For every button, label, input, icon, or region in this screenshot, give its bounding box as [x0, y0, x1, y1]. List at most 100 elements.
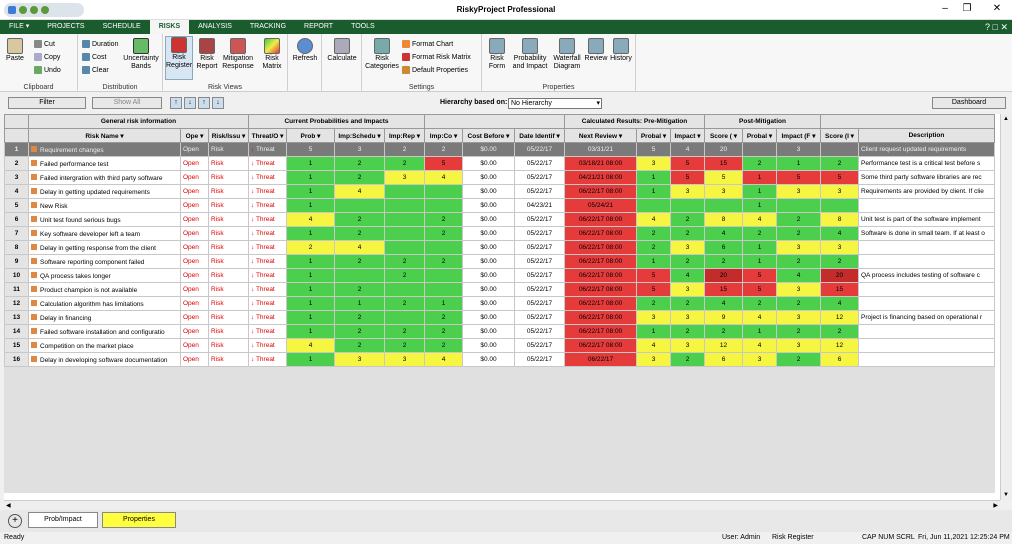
pp-cell[interactable]: 2 [636, 240, 671, 255]
qi-cell[interactable]: 3 [776, 310, 821, 325]
pi-cell[interactable]: 4 [670, 268, 705, 283]
qp-cell[interactable]: 1 [742, 170, 777, 185]
tab-tracking[interactable]: TRACKING [249, 23, 287, 30]
table-row[interactable]: 7 Key software developer left a team Open R… [4, 226, 995, 241]
type-cell[interactable]: Risk [208, 156, 249, 171]
qp-cell[interactable] [742, 142, 777, 157]
co-cell[interactable]: 2 [424, 254, 463, 269]
type-cell[interactable]: Risk [208, 352, 249, 367]
cost-cell[interactable]: $0.00 [462, 212, 515, 227]
sort-multi-desc-icon[interactable]: ↓ [212, 97, 224, 109]
s-cell[interactable]: 1 [334, 296, 385, 311]
mitigation-response-button[interactable]: Mitigation Response [220, 38, 256, 71]
p-cell[interactable]: 1 [286, 198, 335, 213]
threat-cell[interactable]: ↓ Threat [248, 156, 287, 171]
type-cell[interactable]: Risk [208, 212, 249, 227]
date-identified-cell[interactable]: 05/22/17 [514, 254, 565, 269]
risk-name-cell[interactable]: Failed software installation and configu… [28, 324, 181, 339]
p-cell[interactable]: 1 [286, 156, 335, 171]
add-sheet-icon[interactable]: + [8, 514, 22, 528]
risk-form-button[interactable]: Risk Form [484, 38, 510, 71]
description-cell[interactable]: Project is financing based on operationa… [858, 310, 995, 325]
pi-cell[interactable]: 2 [670, 226, 705, 241]
table-row[interactable]: 5 New Risk Open Risk ↓ Threat 1 $0.00 04/23/21 0… [4, 198, 995, 213]
type-cell[interactable]: Risk [208, 170, 249, 185]
ps-cell[interactable]: 12 [704, 338, 743, 353]
pi-cell[interactable] [670, 198, 705, 213]
p-cell[interactable]: 1 [286, 184, 335, 199]
qs-cell[interactable]: 8 [820, 212, 859, 227]
ps-cell[interactable]: 6 [704, 352, 743, 367]
s-cell[interactable]: 2 [334, 226, 385, 241]
risk-name-cell[interactable]: Calculation algorithm has limitations [28, 296, 181, 311]
date-identified-cell[interactable]: 05/22/17 [514, 212, 565, 227]
ps-cell[interactable]: 20 [704, 268, 743, 283]
threat-cell[interactable]: ↓ Threat [248, 338, 287, 353]
rep-cell[interactable] [384, 240, 425, 255]
rep-cell[interactable]: 3 [384, 352, 425, 367]
risk-name-cell[interactable]: Delay in developing software documentati… [28, 352, 181, 367]
s-cell[interactable] [334, 268, 385, 283]
type-cell[interactable]: Risk [208, 254, 249, 269]
description-cell[interactable]: QA process includes testing of software … [858, 268, 995, 283]
table-row[interactable]: 13 Delay in financing Open Risk ↓ Threat 1 2 2 $… [4, 310, 995, 325]
description-cell[interactable]: Unit test is part of the software implem… [858, 212, 995, 227]
cost-cell[interactable]: $0.00 [462, 268, 515, 283]
description-cell[interactable] [858, 338, 995, 353]
table-row[interactable]: 11 Product champion is not available Open R… [4, 282, 995, 297]
type-cell[interactable]: Risk [208, 226, 249, 241]
column-filter-icon[interactable]: ▾ [118, 132, 124, 140]
column-header[interactable]: Imp:Co ▾ [424, 128, 463, 143]
status-cell[interactable]: Open [180, 240, 209, 255]
pi-cell[interactable]: 2 [670, 324, 705, 339]
close-icon[interactable]: ✕ [992, 3, 1002, 14]
clear-button[interactable]: Clear [82, 66, 109, 74]
rep-cell[interactable]: 2 [384, 338, 425, 353]
risk-name-cell[interactable]: QA process takes longer [28, 268, 181, 283]
qi-cell[interactable]: 3 [776, 142, 821, 157]
s-cell[interactable]: 3 [334, 352, 385, 367]
column-filter-icon[interactable]: ▾ [661, 132, 667, 140]
p-cell[interactable]: 1 [286, 268, 335, 283]
undo-button[interactable]: Undo [34, 66, 61, 74]
probability-impact-button[interactable]: Probability and Impact [510, 38, 550, 71]
description-cell[interactable] [858, 240, 995, 255]
rep-cell[interactable]: 2 [384, 156, 425, 171]
next-review-cell[interactable]: 04/21/21 08:00 [564, 170, 637, 185]
qs-cell[interactable] [820, 198, 859, 213]
column-filter-icon[interactable]: ▾ [198, 132, 204, 140]
table-row[interactable]: 2 Failed performance test Open Risk ↓ Threat… [4, 156, 995, 171]
status-cell[interactable]: Open [180, 156, 209, 171]
pp-cell[interactable]: 5 [636, 268, 671, 283]
cut-button[interactable]: Cut [34, 40, 55, 48]
pp-cell[interactable]: 1 [636, 184, 671, 199]
co-cell[interactable]: 2 [424, 212, 463, 227]
scroll-right-icon[interactable]: ▶ [993, 503, 998, 509]
s-cell[interactable]: 2 [334, 156, 385, 171]
qp-cell[interactable]: 1 [742, 254, 777, 269]
pp-cell[interactable]: 4 [636, 212, 671, 227]
pi-cell[interactable]: 3 [670, 184, 705, 199]
pi-cell[interactable]: 2 [670, 254, 705, 269]
co-cell[interactable]: 2 [424, 324, 463, 339]
risk-name-cell[interactable]: Requirement changes [28, 142, 181, 157]
qs-cell[interactable]: 3 [820, 240, 859, 255]
column-filter-icon[interactable]: ▾ [315, 132, 321, 140]
date-identified-cell[interactable]: 05/22/17 [514, 352, 565, 367]
ps-cell[interactable]: 2 [704, 254, 743, 269]
qs-cell[interactable]: 2 [820, 156, 859, 171]
threat-cell[interactable]: ↓ Threat [248, 142, 287, 157]
rep-cell[interactable]: 2 [384, 296, 425, 311]
type-cell[interactable]: Risk [208, 240, 249, 255]
s-cell[interactable]: 2 [334, 338, 385, 353]
pp-cell[interactable]: 2 [636, 296, 671, 311]
ps-cell[interactable]: 2 [704, 324, 743, 339]
next-review-cell[interactable]: 03/18/21 08:00 [564, 156, 637, 171]
risk-register-button[interactable]: Risk Register [165, 36, 193, 80]
cost-cell[interactable]: $0.00 [462, 296, 515, 311]
p-cell[interactable]: 1 [286, 296, 335, 311]
copy-button[interactable]: Copy [34, 53, 60, 61]
co-cell[interactable] [424, 268, 463, 283]
co-cell[interactable]: 2 [424, 338, 463, 353]
s-cell[interactable]: 3 [334, 142, 385, 157]
